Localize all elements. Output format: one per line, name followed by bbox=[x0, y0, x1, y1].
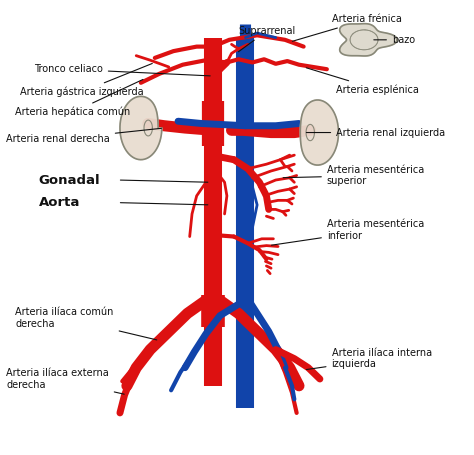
Text: Arteria renal derecha: Arteria renal derecha bbox=[6, 128, 161, 144]
Text: Arteria gástrica izquierda: Arteria gástrica izquierda bbox=[20, 64, 152, 97]
Text: Aorta: Aorta bbox=[38, 196, 80, 209]
Text: Arteria mesentérica
inferior: Arteria mesentérica inferior bbox=[272, 219, 424, 245]
Text: Arteria ilíaca interna
izquierda: Arteria ilíaca interna izquierda bbox=[306, 348, 432, 369]
Polygon shape bbox=[301, 100, 338, 165]
Text: Arteria frénica: Arteria frénica bbox=[292, 15, 401, 41]
Text: Suprarrenal: Suprarrenal bbox=[238, 26, 296, 52]
Text: Tronco celiaco: Tronco celiaco bbox=[34, 64, 210, 76]
Polygon shape bbox=[120, 96, 162, 160]
Text: Arteria ilíaca común
derecha: Arteria ilíaca común derecha bbox=[15, 307, 157, 340]
Text: Arteria hepática común: Arteria hepática común bbox=[15, 80, 143, 117]
Text: Gonadal: Gonadal bbox=[38, 173, 100, 187]
Text: Arteria mesentérica
superior: Arteria mesentérica superior bbox=[283, 165, 424, 186]
Text: Arteria renal izquierda: Arteria renal izquierda bbox=[306, 127, 445, 137]
Polygon shape bbox=[340, 24, 397, 56]
Text: bazo: bazo bbox=[374, 35, 415, 45]
Text: Arteria ilíaca externa
derecha: Arteria ilíaca externa derecha bbox=[6, 368, 124, 394]
Text: Arteria esplénica: Arteria esplénica bbox=[306, 68, 419, 95]
